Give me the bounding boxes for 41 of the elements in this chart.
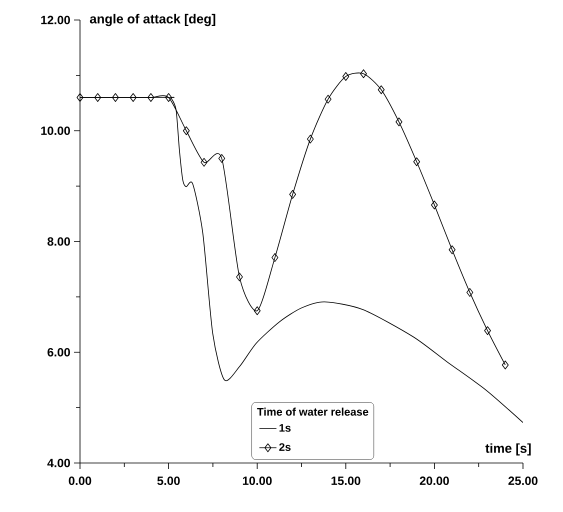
point xyxy=(360,69,367,78)
point xyxy=(466,288,474,297)
y-tick-label: 6.00 xyxy=(48,348,70,356)
y-axis-title: angle of attack [deg] xyxy=(90,14,216,26)
point xyxy=(484,326,491,336)
point xyxy=(502,360,509,370)
point xyxy=(236,272,243,282)
point xyxy=(218,154,226,163)
point xyxy=(112,93,119,102)
point xyxy=(200,158,208,167)
point xyxy=(324,94,332,104)
y-tick-label: 4.00 xyxy=(47,458,70,468)
x-tick-label: 5.00 xyxy=(157,476,180,486)
point xyxy=(413,157,420,166)
point xyxy=(378,85,385,94)
point xyxy=(130,93,137,102)
x-tick-label: 25.00 xyxy=(508,476,538,486)
point xyxy=(165,93,172,102)
point xyxy=(396,117,402,126)
point xyxy=(342,72,350,81)
x-tick-label: 20.00 xyxy=(420,476,449,486)
x-tick-label: 10.00 xyxy=(242,476,272,486)
point xyxy=(147,93,154,102)
point xyxy=(76,93,84,102)
legend-label: 1s xyxy=(280,424,291,432)
legend-label: 2s xyxy=(279,443,291,451)
y-tick-label: 10.00 xyxy=(41,126,70,135)
point xyxy=(94,93,102,102)
y-tick-label: 12.00 xyxy=(41,16,70,24)
point xyxy=(431,200,438,210)
x-tick-label: 0.00 xyxy=(68,476,92,486)
x-axis-title: time [s] xyxy=(485,443,531,456)
point xyxy=(448,245,456,254)
point xyxy=(306,134,314,144)
point xyxy=(272,253,278,262)
legend-title: Time of water release xyxy=(257,408,368,416)
y-tick-label: 8.00 xyxy=(47,237,70,246)
x-tick-label: 15.00 xyxy=(332,476,360,486)
point xyxy=(182,126,190,136)
point xyxy=(254,306,261,316)
point xyxy=(289,190,296,199)
